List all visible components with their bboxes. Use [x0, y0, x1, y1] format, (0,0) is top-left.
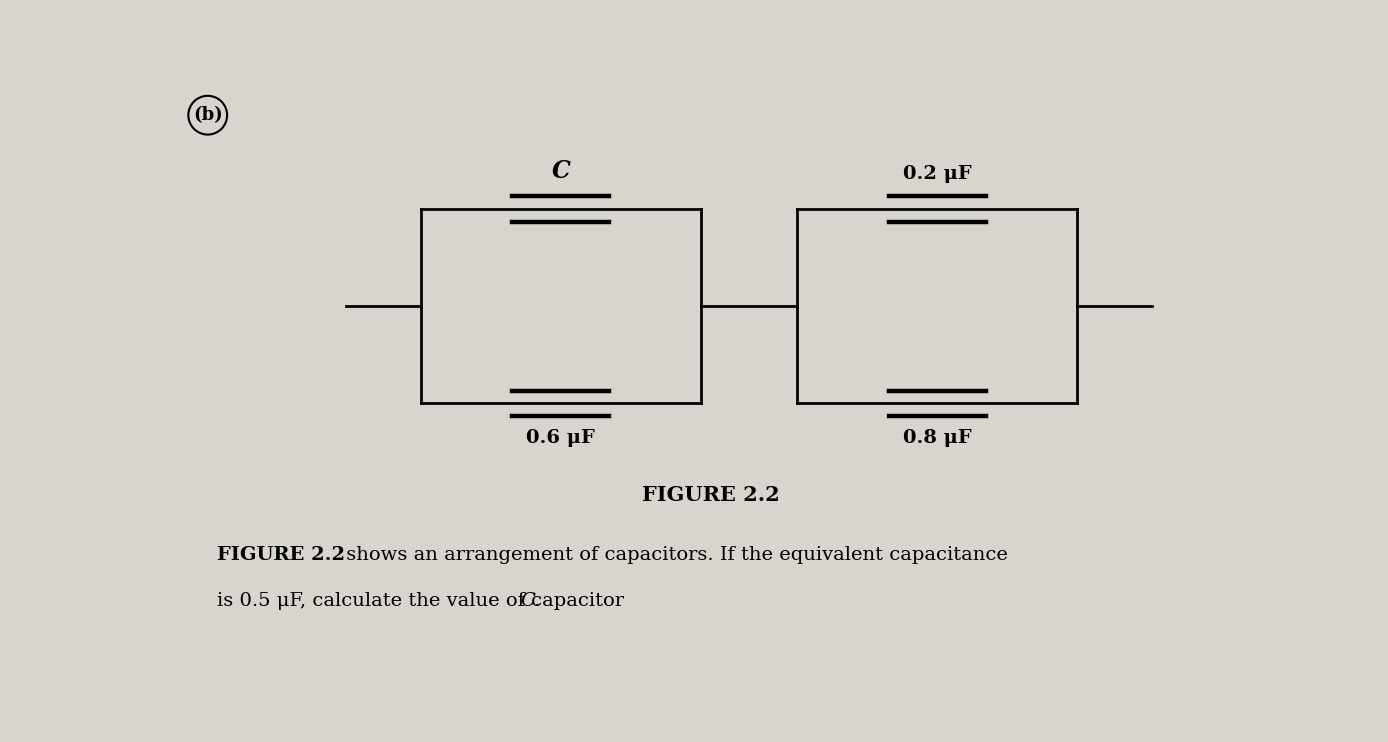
- Text: shows an arrangement of capacitors. If the equivalent capacitance: shows an arrangement of capacitors. If t…: [340, 546, 1008, 564]
- Text: is 0.5 μF, calculate the value of capacitor: is 0.5 μF, calculate the value of capaci…: [217, 592, 630, 610]
- Text: (b): (b): [193, 106, 222, 124]
- Text: FIGURE 2.2: FIGURE 2.2: [643, 485, 780, 505]
- Text: C.: C.: [520, 592, 540, 610]
- Text: FIGURE 2.2: FIGURE 2.2: [217, 546, 344, 564]
- Text: C: C: [551, 160, 570, 183]
- Text: 0.8 μF: 0.8 μF: [904, 429, 972, 447]
- Text: 0.2 μF: 0.2 μF: [904, 165, 972, 183]
- Text: 0.6 μF: 0.6 μF: [526, 429, 595, 447]
